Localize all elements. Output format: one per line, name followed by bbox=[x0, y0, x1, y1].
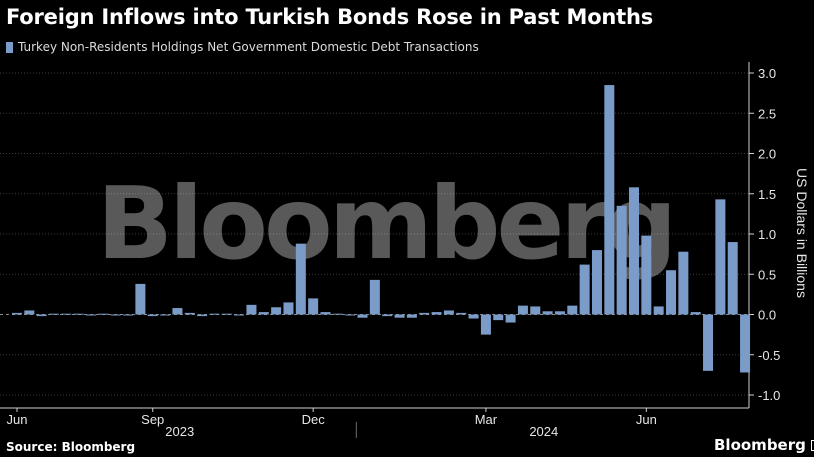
bar bbox=[98, 313, 109, 315]
bar bbox=[727, 242, 738, 315]
bar bbox=[456, 312, 467, 315]
bar bbox=[283, 302, 294, 315]
chart-title: Foreign Inflows into Turkish Bonds Rose … bbox=[6, 5, 654, 29]
bar bbox=[703, 314, 714, 371]
bar bbox=[123, 314, 134, 316]
y-tick-label: 0.0 bbox=[758, 308, 776, 323]
bar bbox=[258, 312, 269, 315]
bar bbox=[308, 298, 319, 315]
bar bbox=[616, 205, 627, 315]
bar bbox=[295, 243, 306, 315]
bloomberg-logo: Bloomberg bbox=[714, 436, 814, 454]
y-tick-label: -1.0 bbox=[758, 388, 780, 403]
bar bbox=[480, 314, 491, 335]
bar bbox=[197, 314, 208, 317]
x-year-label: 2024 bbox=[529, 424, 558, 439]
bar bbox=[641, 235, 652, 315]
bar bbox=[567, 305, 578, 315]
legend: Turkey Non-Residents Holdings Net Govern… bbox=[6, 40, 479, 54]
bar bbox=[666, 270, 677, 315]
bar bbox=[209, 313, 220, 315]
bar bbox=[345, 314, 356, 316]
bar bbox=[493, 314, 504, 321]
bar bbox=[221, 313, 232, 315]
bar bbox=[431, 312, 442, 315]
bar bbox=[579, 264, 590, 315]
bar bbox=[690, 312, 701, 315]
bar bbox=[172, 308, 183, 315]
bar bbox=[357, 314, 368, 318]
bar bbox=[369, 279, 380, 315]
y-tick-label: 1.5 bbox=[758, 187, 776, 202]
bar bbox=[332, 313, 343, 315]
bar bbox=[419, 312, 430, 315]
bar bbox=[517, 305, 528, 315]
x-tick-label: Mar bbox=[475, 412, 498, 427]
bar bbox=[406, 314, 417, 318]
y-tick-label: 3.0 bbox=[758, 66, 776, 81]
bar bbox=[468, 314, 479, 319]
bar bbox=[505, 314, 516, 323]
bar bbox=[61, 313, 72, 315]
bar bbox=[678, 251, 689, 315]
bar bbox=[12, 312, 22, 315]
bar bbox=[234, 314, 245, 316]
bar bbox=[320, 312, 331, 315]
bar bbox=[160, 314, 171, 316]
bar bbox=[554, 311, 565, 315]
brand-name: Bloomberg bbox=[714, 436, 806, 454]
bar bbox=[271, 307, 282, 315]
bar bbox=[629, 187, 639, 315]
y-axis-label: US Dollars in Billions bbox=[794, 168, 810, 298]
bar bbox=[530, 306, 541, 315]
bar bbox=[443, 310, 454, 315]
bar bbox=[36, 314, 47, 317]
bar bbox=[86, 314, 97, 316]
x-tick-label: Jun bbox=[636, 412, 657, 427]
bar bbox=[135, 283, 146, 315]
bar bbox=[604, 85, 615, 315]
x-tick-label: Jun bbox=[7, 412, 28, 427]
legend-swatch bbox=[6, 41, 13, 53]
bar bbox=[591, 250, 602, 315]
y-tick-label: 2.0 bbox=[758, 147, 776, 162]
x-year-label: 2023 bbox=[165, 424, 194, 439]
source-note: Source: Bloomberg bbox=[6, 440, 136, 454]
bar bbox=[147, 314, 158, 317]
bar bbox=[653, 306, 664, 315]
y-tick-label: 1.0 bbox=[758, 227, 776, 242]
bar bbox=[740, 314, 751, 373]
x-tick-label: Sep bbox=[141, 412, 164, 427]
bar bbox=[49, 313, 60, 315]
x-tick-label: Dec bbox=[302, 412, 326, 427]
bar bbox=[394, 314, 405, 318]
bar bbox=[542, 311, 553, 315]
bloomberg-watermark: Bloomberg bbox=[97, 165, 673, 282]
y-tick-label: 0.5 bbox=[758, 267, 776, 282]
bar bbox=[24, 310, 35, 315]
bar bbox=[246, 304, 257, 315]
bar bbox=[110, 314, 121, 316]
bar bbox=[73, 313, 84, 315]
bar bbox=[382, 314, 393, 317]
bar bbox=[715, 199, 726, 315]
y-tick-label: 2.5 bbox=[758, 106, 776, 121]
bar bbox=[184, 312, 195, 315]
legend-label: Turkey Non-Residents Holdings Net Govern… bbox=[18, 40, 479, 54]
y-tick-label: -0.5 bbox=[758, 348, 780, 363]
